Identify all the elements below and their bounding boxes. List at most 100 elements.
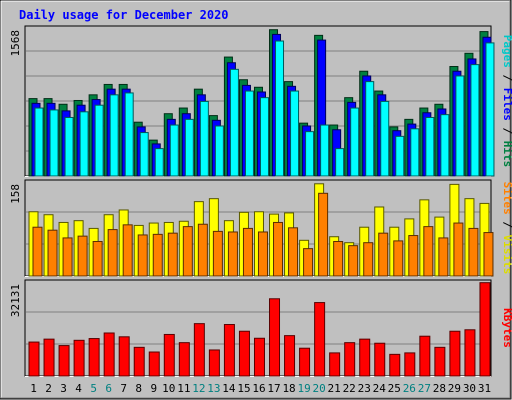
bar-kbytes-day-20 [314, 302, 326, 377]
legend-part: / [501, 215, 512, 235]
bar-pages-day-14 [229, 68, 239, 177]
legend-part: Visits [501, 235, 512, 275]
bar-pages-day-17 [275, 40, 285, 177]
legend-label-kbytes: KBytes [501, 308, 512, 348]
bar-pages-day-9 [154, 148, 164, 177]
x-tick-label-17: 17 [267, 382, 280, 395]
x-tick-label-16: 16 [252, 382, 265, 395]
bar-kbytes-day-19 [299, 347, 311, 377]
bar-sites-day-22 [348, 245, 359, 277]
bar-pages-day-16 [259, 97, 269, 177]
bar-sites-day-17 [273, 221, 284, 277]
bar-kbytes-day-8 [133, 346, 145, 377]
x-tick-label-21: 21 [328, 382, 341, 395]
legend-part: KBytes [501, 308, 512, 348]
bar-kbytes-day-21 [329, 352, 341, 377]
bar-sites-day-29 [453, 222, 464, 277]
bar-sites-day-27 [423, 226, 434, 277]
bar-sites-day-24 [378, 232, 389, 277]
bar-kbytes-day-6 [103, 332, 115, 377]
bar-pages-day-8 [139, 132, 149, 177]
bar-sites-day-5 [92, 240, 103, 277]
bar-sites-day-7 [122, 224, 133, 277]
bar-sites-day-16 [257, 231, 268, 277]
x-tick-label-23: 23 [358, 382, 371, 395]
bar-pages-day-3 [64, 116, 74, 177]
bar-kbytes-day-5 [88, 338, 100, 377]
bar-pages-day-18 [290, 90, 300, 177]
x-tick-label-15: 15 [237, 382, 250, 395]
bar-pages-day-12 [199, 100, 209, 177]
bar-pages-day-28 [440, 114, 450, 177]
bar-sites-day-8 [137, 234, 148, 277]
bar-kbytes-day-15 [238, 330, 250, 377]
bar-sites-day-28 [438, 237, 449, 277]
bar-kbytes-day-25 [389, 353, 401, 377]
x-tick-label-5: 5 [90, 382, 97, 395]
bar-pages-day-15 [244, 90, 254, 177]
bar-sites-day-30 [468, 227, 479, 277]
x-tick-label-22: 22 [343, 382, 356, 395]
ymax-label-kbytes: 32131 [9, 284, 22, 317]
bar-sites-day-23 [363, 242, 374, 277]
x-tick-label-31: 31 [478, 382, 491, 395]
x-tick-label-6: 6 [105, 382, 112, 395]
bar-sites-day-6 [107, 229, 118, 277]
legend-part: Sites [501, 182, 512, 215]
panel-visits: 158 [9, 179, 494, 277]
bar-pages-day-23 [365, 81, 375, 177]
x-tick-label-19: 19 [297, 382, 310, 395]
bar-pages-day-24 [380, 100, 390, 177]
x-tick-label-26: 26 [403, 382, 416, 395]
bar-pages-day-22 [350, 107, 360, 177]
bar-pages-day-10 [169, 124, 179, 177]
x-tick-label-7: 7 [120, 382, 127, 395]
bar-kbytes-day-28 [434, 346, 446, 377]
bar-pages-day-4 [79, 111, 89, 177]
x-tick-label-9: 9 [150, 382, 157, 395]
bar-kbytes-day-11 [178, 342, 190, 377]
x-tick-label-10: 10 [162, 382, 175, 395]
x-tick-label-1: 1 [30, 382, 37, 395]
x-tick-label-30: 30 [463, 382, 476, 395]
bar-kbytes-day-3 [58, 345, 70, 377]
x-tick-label-18: 18 [282, 382, 295, 395]
legend-part: / [501, 121, 512, 141]
bar-kbytes-day-18 [284, 335, 296, 377]
bar-sites-day-20 [318, 192, 329, 277]
bar-sites-day-9 [152, 233, 163, 277]
bar-kbytes-day-4 [73, 339, 85, 377]
bar-pages-day-7 [124, 92, 134, 177]
x-tick-label-20: 20 [313, 382, 326, 395]
bar-kbytes-day-7 [118, 336, 130, 377]
x-tick-label-12: 12 [192, 382, 205, 395]
bar-sites-day-31 [483, 232, 494, 277]
bar-pages-day-21 [335, 148, 345, 177]
bar-pages-day-19 [305, 131, 315, 177]
bar-kbytes-day-2 [43, 338, 55, 377]
x-tick-label-24: 24 [373, 382, 387, 395]
x-tick-label-13: 13 [207, 382, 220, 395]
bar-kbytes-day-27 [419, 335, 431, 377]
bar-sites-day-10 [167, 232, 178, 277]
bar-pages-day-30 [470, 64, 480, 177]
bar-pages-day-20 [320, 124, 330, 177]
bar-sites-day-21 [333, 240, 344, 277]
x-axis-labels: 1 2 3 4 5 6 7 8 9 10 11 12 13 14 15 16 17 18 19 20 21 22 23 24 2… [30, 382, 491, 395]
bar-kbytes-day-30 [464, 329, 476, 377]
x-tick-label-28: 28 [433, 382, 446, 395]
bar-kbytes-day-16 [253, 337, 265, 377]
bar-sites-day-11 [182, 226, 193, 277]
bar-sites-day-14 [227, 231, 238, 277]
bar-kbytes-day-12 [193, 323, 205, 377]
x-tick-label-27: 27 [418, 382, 431, 395]
bar-pages-day-2 [49, 109, 59, 177]
bar-kbytes-day-10 [163, 333, 175, 377]
bar-sites-day-25 [393, 240, 404, 277]
x-tick-label-4: 4 [75, 382, 82, 395]
panel-kbytes: 32131 [9, 279, 492, 377]
x-tick-label-25: 25 [388, 382, 401, 395]
chart-panels: 1568 158 32131 Pages / Files / Hits Sites / … [9, 25, 512, 377]
legend-label-hits: Pages / Files / Hits [501, 35, 512, 168]
bar-pages-day-25 [395, 135, 405, 177]
